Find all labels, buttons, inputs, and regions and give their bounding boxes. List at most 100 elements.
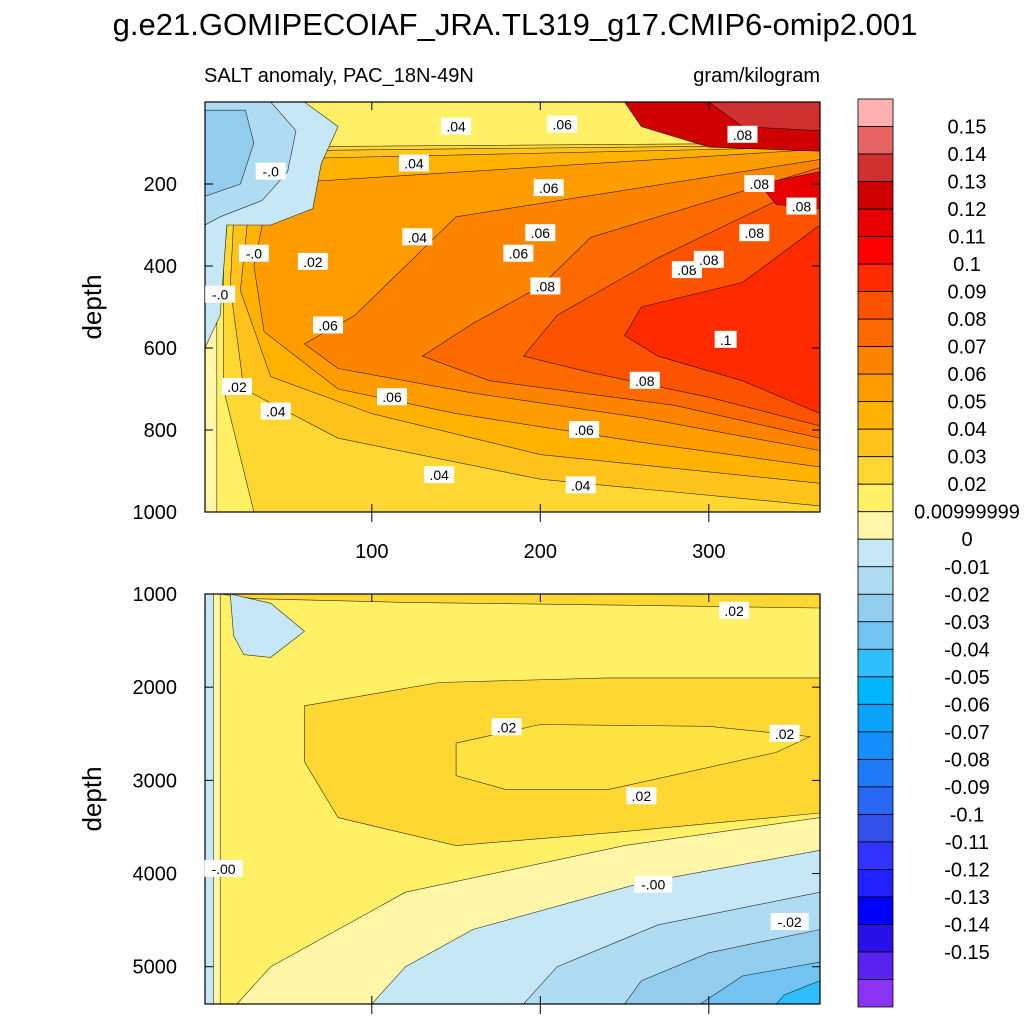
colorbar-swatch [857,593,894,623]
colorbar-swatch [857,951,894,980]
colorbar-swatch [857,511,894,540]
contour-label: .08 [530,277,561,295]
contour-label-bg [377,388,408,406]
colorbar-label: 0.02 [948,474,987,496]
colorbar-label: -0.15 [944,942,990,964]
contour-label: .06 [525,224,556,242]
colorbar-swatch [857,153,894,182]
contour-label: .04 [402,228,433,246]
contour-label: .04 [260,402,291,420]
contour-label-text: .08 [699,252,719,268]
contour-label-bg [547,115,578,133]
contour-label-bg [569,421,600,438]
contour-label-text: .06 [509,246,529,262]
contour-label-bg [744,175,775,192]
contour-label: .08 [727,125,758,143]
contour-label: -.0 [205,285,236,303]
contour-label-text: .06 [539,180,559,196]
contour-label-bg [398,154,429,172]
upper-ytick-label: 600 [144,338,177,360]
contour-label-text: -.0 [246,246,263,262]
upper-contour-band-14 [205,109,255,197]
contour-label: -.00 [634,875,673,893]
colorbar-swatch [857,208,894,237]
lower-contour-band-10 [229,594,305,658]
contour-label-bg [770,913,809,930]
contour-label: .02 [222,377,253,395]
colorbar-label: 0.15 [948,117,987,139]
contour-label: .06 [547,115,578,133]
colorbar-label: -0.05 [944,667,990,689]
chart-title: g.e21.GOMIPECOIAF_JRA.TL319_g17.CMIP6-om… [113,7,918,42]
colorbar-label: -0.03 [944,612,990,634]
contour-label: .08 [744,175,775,192]
colorbar-label: -0.13 [944,887,990,909]
contour-label-bg [530,277,561,295]
contour-label-bg [424,466,455,484]
contour-label-bg [533,179,564,197]
contour-label: .1 [714,330,737,348]
contour-label: -.0 [255,162,286,180]
contour-label-bg [693,250,724,268]
contour-label: .08 [693,250,724,268]
contour-label-bg [714,330,737,348]
colorbar-label: 0.1 [953,254,981,276]
colorbar-swatch [857,236,894,265]
contour-label-bg [238,244,269,262]
colorbar-swatch [857,841,894,870]
lower-ytick-label: 2000 [133,677,178,699]
colorbar-swatch [857,263,894,293]
colorbar-label: -0.1 [950,804,984,826]
upper-plot-area [205,102,820,512]
lower-panel: 1000 2000 3000 4000 5000 depth .02 .02 .02 .02 -.0… [77,584,821,1014]
lower-ytick-label: 1000 [133,584,178,606]
contour-label-bg [222,377,253,395]
colorbar-label: -0.02 [944,584,990,606]
colorbar: 0.15 0.14 0.13 0.12 0.11 0.1 0.09 0.08 0.07 0.06 0… [857,98,1020,1008]
upper-ytick-label: 1000 [133,502,178,524]
contour-label-bg [441,117,472,135]
colorbar-label: -0.08 [944,749,990,771]
lower-contour-band-8 [775,980,820,1004]
contour-label-text: -.0 [263,164,280,180]
lower-ytick-label: 4000 [133,864,178,886]
contour-label-bg [769,724,800,742]
colorbar-swatch [857,703,894,733]
upper-ytick-label: 200 [144,174,177,196]
contour-label-text: .08 [677,262,697,278]
contour-label-bg [260,402,291,420]
contour-label-bg [402,228,433,246]
contour-label-bg [727,125,758,143]
colorbar-label: -0.12 [944,859,990,881]
contour-label-text: -.00 [641,877,665,893]
contour-label-text: .04 [571,477,591,493]
lower-contour-band-9 [205,594,214,1004]
contour-label: .02 [769,724,800,742]
contour-label: -.02 [770,913,809,930]
contour-label-text: .08 [733,127,753,143]
colorbar-swatch [857,346,894,375]
colorbar-swatch [857,924,894,953]
colorbar-swatch [857,566,894,595]
contour-label-bg [786,197,817,215]
colorbar-label: 0.00999999 [914,502,1020,524]
lower-plot-area [205,594,820,1004]
contour-label-bg [525,224,556,242]
contour-label: .04 [424,466,455,484]
upper-ytick-label: 800 [144,420,177,442]
contour-label-text: .08 [792,199,812,215]
upper-ytick-label: 400 [144,256,177,278]
colorbar-label: -0.09 [944,777,990,799]
colorbar-label: 0.14 [948,144,987,166]
contour-label-text: .08 [745,225,765,241]
contour-label: .08 [739,224,770,242]
contour-label-text: .06 [531,225,551,241]
colorbar-label: 0.06 [948,364,987,386]
contour-label-text: -.0 [212,287,229,303]
lower-ylabel: depth [77,766,107,831]
colorbar-swatch [857,98,894,127]
colorbar-swatch [857,676,894,705]
contour-label-text: -.02 [778,914,802,930]
upper-contour-band-11 [708,102,820,132]
